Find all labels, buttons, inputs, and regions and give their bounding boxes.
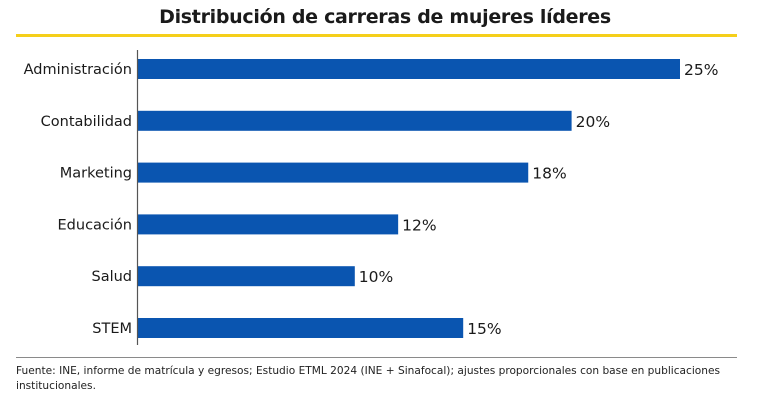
source-footnote: Fuente: INE, informe de matrícula y egre… xyxy=(16,365,721,392)
footer-divider xyxy=(16,357,737,358)
value-label: 10% xyxy=(359,268,393,286)
chart-title: Distribución de carreras de mujeres líde… xyxy=(159,6,611,28)
category-label: Contabilidad xyxy=(41,114,132,130)
value-label: 15% xyxy=(467,320,501,338)
category-label: Educación xyxy=(58,217,132,233)
bar xyxy=(138,162,529,183)
value-label: 12% xyxy=(402,216,436,234)
category-label: Marketing xyxy=(60,166,132,182)
bar xyxy=(138,318,464,338)
category-label: Salud xyxy=(91,269,132,285)
value-label: 25% xyxy=(684,61,718,79)
bar xyxy=(138,110,572,131)
title-underline xyxy=(16,34,737,37)
category-label: STEM xyxy=(92,321,132,337)
bar xyxy=(138,59,680,79)
category-label: Administración xyxy=(24,62,132,78)
value-label: 18% xyxy=(532,165,566,183)
value-label: 20% xyxy=(576,113,610,131)
bar xyxy=(138,214,399,235)
bar xyxy=(138,266,355,287)
